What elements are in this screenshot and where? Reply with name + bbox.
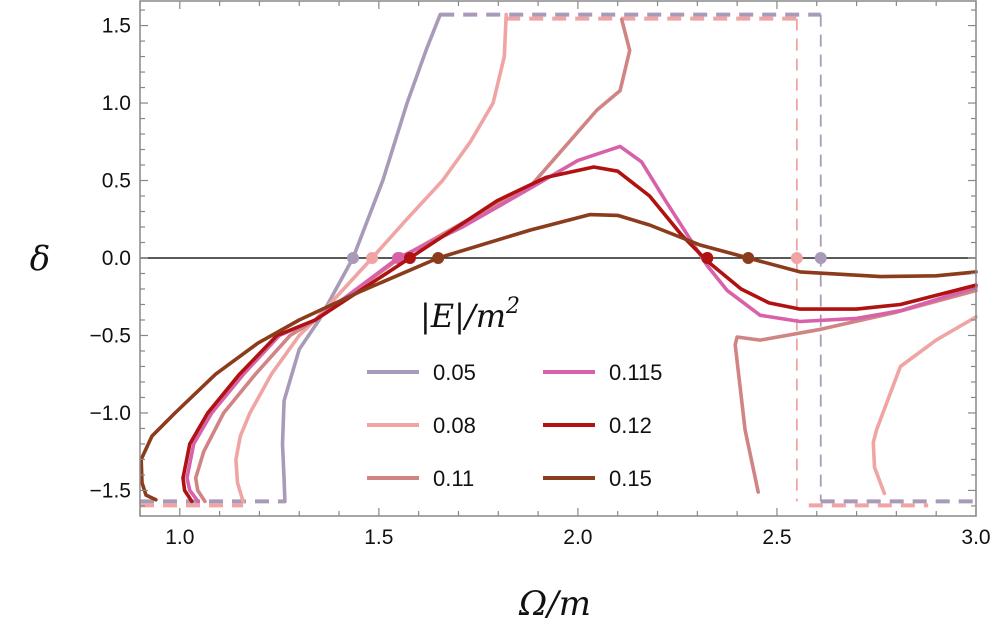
legend-title: |E|/m2 <box>420 294 520 335</box>
series-0.08 <box>140 12 978 508</box>
series-line <box>181 165 978 504</box>
series-line <box>871 315 978 496</box>
x-tick-label: 2.5 <box>762 526 791 549</box>
y-tick-label: 1.5 <box>102 15 131 38</box>
y-tick-label: −1.0 <box>90 402 131 425</box>
legend-item-0.08: 0.08 <box>367 413 476 438</box>
series-zero-point <box>742 252 755 264</box>
y-axis-title: δ <box>30 239 50 279</box>
series-line <box>185 144 978 504</box>
y-tick-label: −1.5 <box>90 479 131 502</box>
series-0.12 <box>181 165 978 504</box>
legend-label: 0.115 <box>609 360 662 385</box>
legend-item-0.11: 0.11 <box>367 466 474 491</box>
legend-item-0.12: 0.12 <box>543 413 652 438</box>
legend-label: 0.12 <box>609 413 652 438</box>
series-zero-point <box>403 252 416 264</box>
series-zero-point <box>432 252 445 264</box>
series-zero-point <box>701 252 714 264</box>
y-tick-label: 0.0 <box>102 247 131 270</box>
x-tick-label: 2.0 <box>563 526 592 549</box>
x-axis-title: Ω/m <box>518 584 591 624</box>
y-tick-label: 0.5 <box>102 170 131 193</box>
legend-item-0.115: 0.115 <box>543 360 662 385</box>
y-tick-label: −0.5 <box>90 324 131 347</box>
series-zero-point <box>814 252 827 264</box>
series-zero-point <box>391 252 404 264</box>
x-tick-label: 1.0 <box>165 526 194 549</box>
series-zero-point <box>366 252 379 264</box>
y-tick-label: 1.0 <box>102 92 131 115</box>
legend: |E|/m2 0.05 0.08 0.11 0.115 0.12 0.15 <box>367 294 662 491</box>
series-line <box>733 288 978 494</box>
legend-item-0.05: 0.05 <box>367 360 476 385</box>
series-zero-point <box>790 252 803 264</box>
series-line <box>280 12 443 504</box>
legend-label: 0.15 <box>609 466 652 491</box>
series-0.05 <box>140 12 976 504</box>
x-tick-label: 1.5 <box>364 526 393 549</box>
legend-label: 0.08 <box>433 413 476 438</box>
series-zero-point <box>346 252 359 264</box>
legend-label: 0.11 <box>433 466 474 491</box>
axes: 1.0 1.5 2.0 2.5 3.0 −1.5 −1.0 −0.5 0.0 0.5 1.0 1.5 <box>90 0 991 549</box>
x-tick-label: 3.0 <box>961 526 990 549</box>
series-0.15 <box>139 212 978 502</box>
series-0.11 <box>193 17 978 504</box>
plot-marks <box>139 12 978 508</box>
legend-item-0.15: 0.15 <box>543 466 652 491</box>
legend-label: 0.05 <box>433 360 476 385</box>
